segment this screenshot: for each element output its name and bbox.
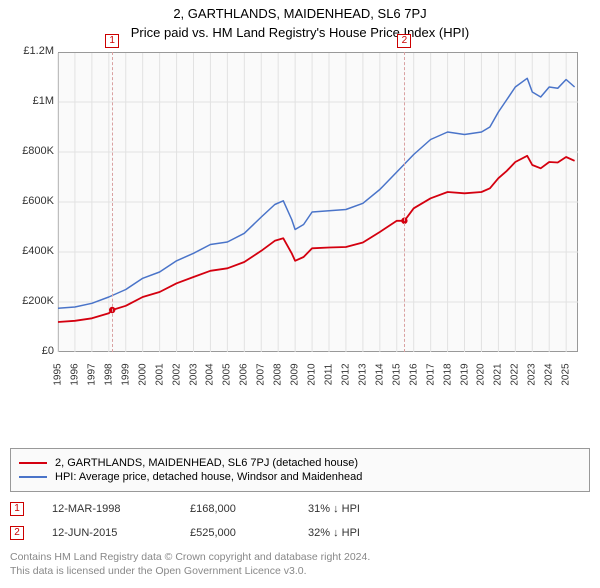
x-tick-label: 2019	[459, 360, 470, 390]
x-tick-label: 2001	[154, 360, 165, 390]
x-tick-label: 2020	[476, 360, 487, 390]
x-tick-label: 2023	[527, 360, 538, 390]
x-tick-label: 2024	[544, 360, 555, 390]
marker-vertical-line	[112, 52, 113, 352]
series-hpi	[58, 78, 575, 308]
x-tick-label: 2003	[188, 360, 199, 390]
series-property	[58, 156, 575, 322]
x-tick-label: 2008	[273, 360, 284, 390]
y-tick-label: £800K	[14, 145, 54, 157]
transaction-price: £168,000	[190, 503, 280, 515]
x-tick-label: 2004	[205, 360, 216, 390]
y-tick-label: £1M	[14, 95, 54, 107]
y-tick-label: £200K	[14, 295, 54, 307]
x-tick-label: 2025	[561, 360, 572, 390]
transaction-date: 12-MAR-1998	[52, 503, 162, 515]
y-tick-label: £1.2M	[14, 45, 54, 57]
marker-vertical-line	[404, 52, 405, 352]
chart-title-address: 2, GARTHLANDS, MAIDENHEAD, SL6 7PJ	[10, 6, 590, 21]
transaction-marker: 1	[10, 502, 24, 516]
x-tick-label: 2022	[510, 360, 521, 390]
footnote-line-1: Contains HM Land Registry data © Crown c…	[10, 550, 590, 564]
transaction-row: 1 12-MAR-1998 £168,000 31% ↓ HPI	[10, 502, 590, 516]
x-tick-label: 2017	[425, 360, 436, 390]
legend-item: HPI: Average price, detached house, Wind…	[19, 471, 581, 483]
x-tick-label: 2015	[391, 360, 402, 390]
y-tick-label: £0	[14, 345, 54, 357]
x-tick-label: 2007	[256, 360, 267, 390]
marker-box-1: 1	[105, 34, 119, 48]
x-tick-label: 1996	[69, 360, 80, 390]
footnote: Contains HM Land Registry data © Crown c…	[10, 550, 590, 578]
y-tick-label: £400K	[14, 245, 54, 257]
legend-text: HPI: Average price, detached house, Wind…	[55, 471, 362, 483]
legend-item: 2, GARTHLANDS, MAIDENHEAD, SL6 7PJ (deta…	[19, 457, 581, 469]
x-tick-label: 2016	[408, 360, 419, 390]
x-tick-label: 2013	[357, 360, 368, 390]
x-tick-label: 2005	[222, 360, 233, 390]
transaction-hpi-diff: 31% ↓ HPI	[308, 503, 360, 515]
x-tick-label: 1998	[103, 360, 114, 390]
footnote-line-2: This data is licensed under the Open Gov…	[10, 564, 590, 578]
x-tick-label: 2010	[307, 360, 318, 390]
x-tick-label: 2000	[137, 360, 148, 390]
x-tick-label: 1995	[53, 360, 64, 390]
x-tick-label: 2006	[239, 360, 250, 390]
x-tick-label: 2014	[374, 360, 385, 390]
x-tick-label: 1997	[86, 360, 97, 390]
legend-swatch	[19, 476, 47, 478]
x-tick-label: 2002	[171, 360, 182, 390]
transaction-date: 12-JUN-2015	[52, 527, 162, 539]
x-tick-label: 2011	[324, 360, 335, 390]
chart-legend: 2, GARTHLANDS, MAIDENHEAD, SL6 7PJ (deta…	[10, 448, 590, 492]
x-tick-label: 2021	[493, 360, 504, 390]
marker-box-2: 2	[397, 34, 411, 48]
transaction-row: 2 12-JUN-2015 £525,000 32% ↓ HPI	[10, 526, 590, 540]
y-tick-label: £600K	[14, 195, 54, 207]
legend-text: 2, GARTHLANDS, MAIDENHEAD, SL6 7PJ (deta…	[55, 457, 358, 469]
x-tick-label: 1999	[120, 360, 131, 390]
chart-svg	[10, 48, 580, 354]
x-tick-label: 2012	[340, 360, 351, 390]
legend-swatch	[19, 462, 47, 464]
price-chart: £0 £200K £400K £600K £800K £1M £1.2M 1995 1996 19…	[10, 48, 590, 408]
chart-subtitle: Price paid vs. HM Land Registry's House …	[10, 25, 590, 40]
transaction-hpi-diff: 32% ↓ HPI	[308, 527, 360, 539]
x-tick-label: 2009	[290, 360, 301, 390]
transaction-price: £525,000	[190, 527, 280, 539]
x-tick-label: 2018	[442, 360, 453, 390]
transaction-marker: 2	[10, 526, 24, 540]
